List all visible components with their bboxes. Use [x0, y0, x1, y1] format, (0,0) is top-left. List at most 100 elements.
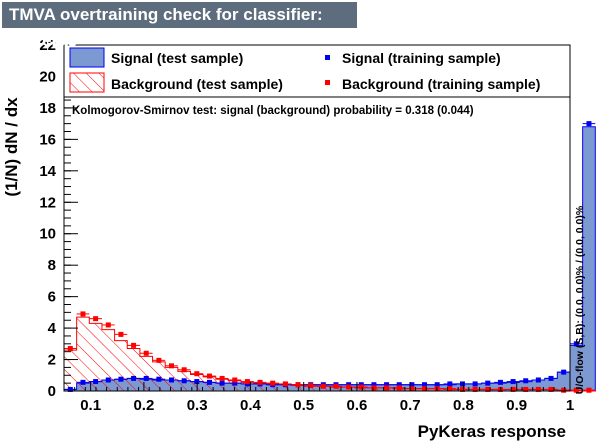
signal-training-point — [523, 378, 529, 384]
signal-training-point — [497, 379, 503, 385]
x-tick-label: 0.2 — [133, 397, 154, 414]
background-training-point — [295, 382, 301, 388]
signal-training-point — [459, 381, 465, 387]
y-tick-label: 4 — [48, 320, 57, 337]
background-training-point — [320, 383, 326, 389]
signal-training-point — [396, 382, 402, 388]
signal-training-point — [561, 369, 567, 375]
signal-training-point — [194, 379, 200, 385]
x-tick-label: 0.8 — [453, 397, 474, 414]
background-training-point — [510, 386, 516, 392]
background-training-point — [93, 316, 99, 322]
x-tick-label: 0.6 — [347, 397, 368, 414]
background-training-point — [270, 380, 276, 386]
background-training-point — [333, 383, 339, 389]
background-training-point — [194, 371, 200, 377]
signal-training-point — [485, 380, 491, 386]
signal-training-point — [535, 377, 541, 383]
background-training-point — [244, 379, 250, 385]
chart-title: TMVA overtraining check for classifier: … — [2, 2, 357, 50]
background-training-point — [219, 375, 225, 381]
y-tick-label: 6 — [48, 289, 56, 306]
signal-training-point — [371, 382, 377, 388]
signal-training-point — [93, 379, 99, 385]
signal-training-point — [422, 382, 428, 388]
y-tick-label: 20 — [39, 68, 56, 85]
signal-training-point — [143, 375, 149, 381]
signal-training-point — [118, 376, 124, 382]
signal-training-point — [80, 379, 86, 385]
signal-training-point — [219, 380, 225, 386]
y-tick-label: 0 — [48, 383, 56, 400]
background-training-point — [143, 350, 149, 356]
signal-training-point — [573, 341, 579, 347]
legend-background-test: Background (test sample) — [111, 76, 283, 92]
background-training-point — [396, 385, 402, 391]
background-training-point — [67, 346, 73, 352]
signal-training-point — [472, 381, 478, 387]
y-tick-label: 22 — [39, 37, 56, 54]
y-tick-label: 2 — [48, 352, 56, 369]
background-training-point — [282, 381, 288, 387]
signal-training-point — [586, 121, 592, 127]
x-tick-label: 0.3 — [187, 397, 208, 414]
background-training-point — [447, 386, 453, 392]
background-training-point — [485, 386, 491, 392]
legend-marker-signal-train — [325, 55, 330, 60]
background-training-point — [422, 386, 428, 392]
y-tick-label: 10 — [39, 226, 56, 243]
signal-training-point — [548, 375, 554, 381]
background-training-point — [232, 377, 238, 383]
background-training-point — [257, 379, 263, 385]
signal-training-point — [510, 379, 516, 385]
overflow-label: U/O-flow (S,B): (0.0, 0.0)% / (0.0, 0.0)… — [574, 205, 586, 394]
background-training-point — [472, 386, 478, 392]
x-tick-label: 0.9 — [506, 397, 527, 414]
x-axis: 0.1 0.2 0.3 0.4 0.5 0.6 0.7 0.8 0.9 1 — [63, 382, 574, 414]
background-training-point — [561, 387, 567, 393]
signal-training-point — [409, 382, 415, 388]
background-training-point — [548, 386, 554, 392]
signal-training-point — [67, 386, 73, 392]
signal-training-point — [131, 375, 137, 381]
background-training-point — [131, 342, 137, 348]
background-training-point — [118, 331, 124, 337]
legend-box — [63, 44, 571, 98]
background-training-point — [384, 385, 390, 391]
x-tick-label: 0.1 — [80, 397, 101, 414]
background-training-point — [409, 386, 415, 392]
y-tick-label: 16 — [39, 131, 56, 148]
signal-training-point — [105, 377, 111, 383]
signal-training-point — [181, 378, 187, 384]
background-training-point — [586, 387, 592, 393]
y-tick-label: 12 — [39, 194, 56, 211]
x-axis-label: PyKeras response — [418, 422, 566, 441]
background-training-point — [523, 386, 529, 392]
x-tick-label: 1 — [566, 397, 574, 414]
background-training-point — [169, 363, 175, 369]
x-tick-label: 0.5 — [293, 397, 314, 414]
ks-test-annotation: Kolmogorov-Smirnov test: signal (backgro… — [72, 105, 474, 117]
legend-swatch-background-test — [69, 72, 105, 93]
y-tick-label: 18 — [39, 100, 56, 117]
legend-signal-test: Signal (test sample) — [111, 50, 243, 66]
x-tick-label: 0.4 — [240, 397, 262, 414]
signal-training-point — [447, 381, 453, 387]
legend-marker-background-train — [325, 80, 330, 85]
signal-training-point — [434, 382, 440, 388]
background-training-point — [346, 384, 352, 390]
y-tick-label: 14 — [39, 163, 56, 180]
y-axis: 0 2 4 6 8 10 12 14 16 18 20 22 — [39, 37, 78, 400]
signal-training-point — [206, 379, 212, 385]
background-training-point — [181, 367, 187, 373]
background-training-point — [573, 387, 579, 393]
background-training-point — [308, 382, 314, 388]
background-training-point — [535, 386, 541, 392]
y-tick-label: 8 — [48, 257, 56, 274]
background-training-point — [371, 385, 377, 391]
background-training-point — [459, 386, 465, 392]
x-tick-label: 0.7 — [400, 397, 421, 414]
background-training-point — [358, 384, 364, 390]
signal-training-point — [169, 377, 175, 383]
background-training-point — [105, 322, 111, 328]
